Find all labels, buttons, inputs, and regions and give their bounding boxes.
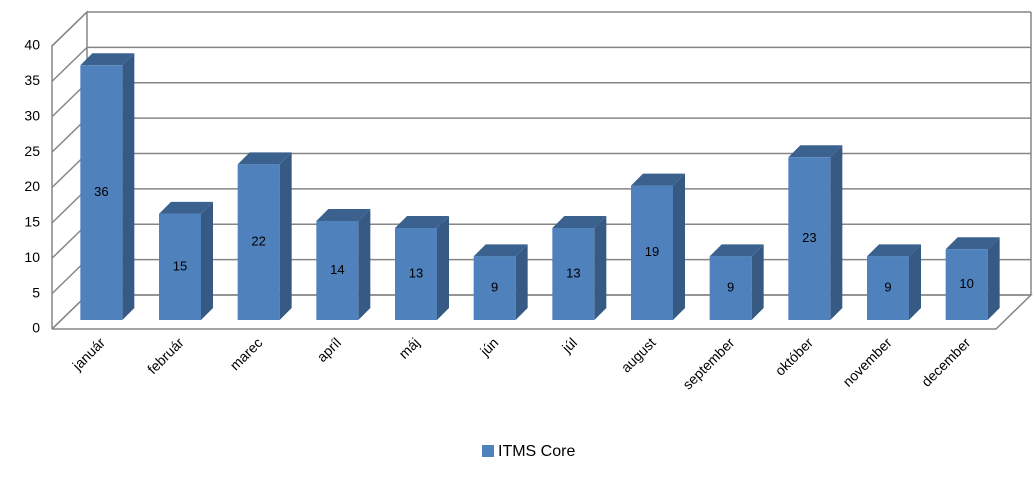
x-tick-label: marec [227,334,266,373]
y-tick-label: 40 [24,37,40,53]
x-tick-label: november [839,334,895,390]
y-tick-label: 35 [24,72,40,88]
y-tick-label: 0 [32,320,40,336]
value-label: 9 [727,280,734,295]
y-tick-label: 10 [24,249,40,265]
value-label: 9 [884,280,891,295]
x-tick-label: august [618,334,659,375]
x-tick-label: jún [476,334,501,359]
x-tick-label: január [69,334,109,374]
value-label: 13 [566,265,580,280]
bar [159,213,201,320]
legend-label: ITMS Core [498,443,575,460]
bar [316,220,359,320]
y-tick-label: 5 [32,284,40,300]
bar-side [201,201,213,320]
bar-top [80,53,135,66]
value-label: 22 [251,234,265,249]
bar-top [788,145,843,158]
y-tick-label: 15 [24,214,40,230]
bar-top [631,173,685,186]
x-tick-label: apríl [314,334,345,365]
grid-slant [51,11,88,47]
bar-side [830,145,843,320]
value-label: 36 [94,184,108,199]
bar-top [159,201,213,214]
y-tick-label: 25 [24,143,40,159]
bar [945,249,988,320]
bar-side [909,244,921,320]
bar [80,65,123,320]
legend-swatch [482,445,494,457]
value-label: 19 [645,244,659,259]
bar [395,228,437,320]
bar [867,256,909,320]
bar-side [673,173,685,320]
bar-top [237,152,292,165]
bar-side [437,216,449,320]
value-label: 23 [802,230,816,245]
grid-slant [51,46,88,82]
bar [631,185,673,320]
bar-top [473,244,528,257]
y-tick-label: 20 [24,178,40,194]
bar [788,157,831,320]
value-label: 9 [491,280,498,295]
bar [473,256,516,320]
x-tick-label: február [144,334,187,377]
bar-top [395,216,449,229]
value-label: 15 [173,258,187,273]
x-tick-label: december [918,334,974,390]
bar-side [751,244,764,320]
bar-top [709,244,764,257]
x-tick-label: október [772,334,817,379]
bar [237,164,280,320]
bar-side [987,237,1000,320]
bar [709,256,752,320]
bar-top [552,216,607,229]
bar-side [122,53,135,321]
bar [552,228,595,320]
y-tick-label: 30 [24,107,40,123]
bar-top [316,208,371,221]
bar-side [594,216,607,320]
x-tick-label: máj [395,334,422,361]
bar-side [358,208,371,320]
bar-side [515,244,528,320]
value-label: 13 [409,265,423,280]
value-label: 14 [330,262,344,277]
bar-top [867,244,921,257]
x-tick-label: júl [558,334,580,356]
x-tick-label: september [679,334,737,392]
bar-side [279,152,292,320]
value-label: 10 [959,276,973,291]
bar-top [945,237,1000,250]
